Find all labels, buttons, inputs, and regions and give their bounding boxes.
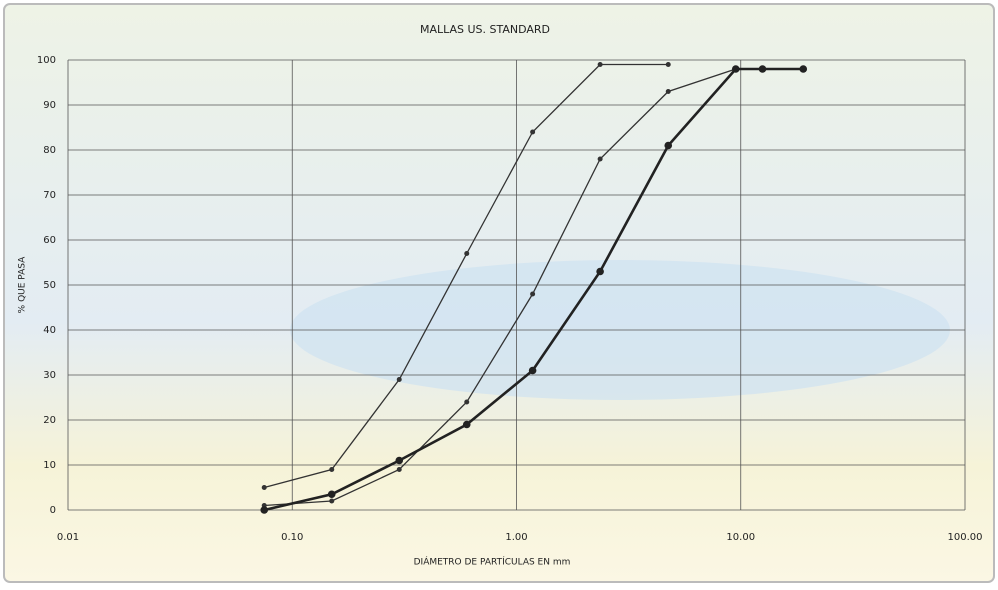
data-point — [596, 268, 604, 276]
x-axis-label: DIÁMETRO DE PARTÍCULAS EN mm — [414, 556, 571, 568]
y-tick-label: 80 — [43, 145, 56, 156]
x-tick-label: 10.00 — [726, 532, 755, 543]
y-tick-label: 10 — [43, 460, 56, 471]
data-point — [664, 142, 672, 150]
x-tick-label: 0.10 — [281, 532, 303, 543]
data-point — [529, 367, 537, 375]
data-point — [799, 65, 807, 73]
y-tick-label: 30 — [43, 370, 56, 381]
data-point — [598, 62, 603, 67]
data-point — [666, 89, 671, 94]
data-point — [464, 251, 469, 256]
data-point — [260, 506, 268, 514]
y-tick-label: 40 — [43, 325, 56, 336]
y-tick-label: 70 — [43, 190, 56, 201]
data-point — [463, 421, 471, 429]
y-tick-label: 90 — [43, 100, 56, 111]
data-point — [262, 485, 267, 490]
data-point — [732, 65, 740, 73]
y-tick-label: 50 — [43, 280, 56, 291]
data-point — [464, 400, 469, 405]
page: MALLAS US. STANDARD DIÁMETRO DE PARTÍCUL… — [0, 0, 998, 586]
y-axis-label: % QUE PASA — [18, 256, 28, 314]
y-tick-label: 0 — [50, 505, 56, 516]
x-tick-label: 100.00 — [948, 532, 983, 543]
x-tick-label: 1.00 — [505, 532, 527, 543]
x-tick-label: 0.01 — [57, 532, 79, 543]
data-point — [397, 467, 402, 472]
data-point — [530, 292, 535, 297]
data-point — [329, 467, 334, 472]
chart: MALLAS US. STANDARD DIÁMETRO DE PARTÍCUL… — [0, 0, 998, 586]
y-tick-label: 100 — [37, 55, 56, 66]
data-point — [666, 62, 671, 67]
data-point — [397, 377, 402, 382]
y-tick-label: 20 — [43, 415, 56, 426]
data-point — [328, 490, 336, 498]
data-point — [598, 157, 603, 162]
data-point — [759, 65, 767, 73]
data-point — [329, 499, 334, 504]
data-point — [530, 130, 535, 135]
data-point — [395, 457, 403, 465]
y-tick-label: 60 — [43, 235, 56, 246]
chart-title: MALLAS US. STANDARD — [420, 23, 550, 36]
